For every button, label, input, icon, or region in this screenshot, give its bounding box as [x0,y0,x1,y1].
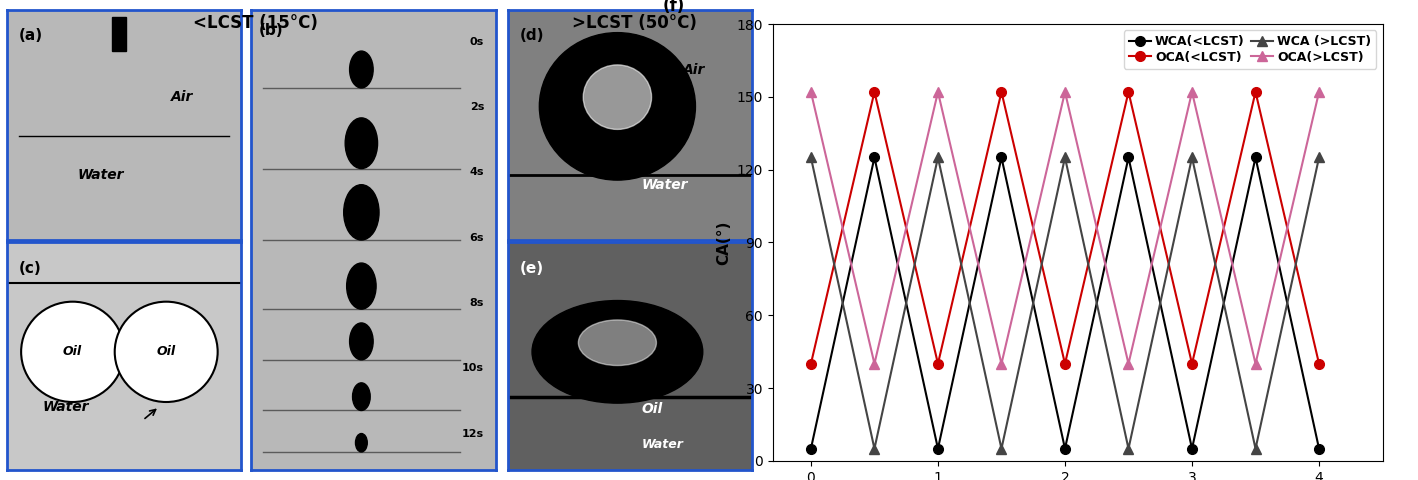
WCA(<LCST) [993,155,1010,160]
Ellipse shape [356,433,367,452]
WCA (>LCST) [1246,446,1263,452]
Text: 0s: 0s [469,37,484,47]
Text: Water: Water [43,399,89,414]
Circle shape [539,33,695,180]
WCA(<LCST) [929,446,946,452]
OCA(<LCST) [866,89,883,95]
OCA(<LCST) [1184,361,1201,367]
Text: (d): (d) [520,28,545,43]
WCA(<LCST) [1310,446,1327,452]
WCA (>LCST) [993,446,1010,452]
OCA(<LCST) [929,361,946,367]
Text: Water: Water [642,178,688,192]
WCA(<LCST) [803,446,820,452]
WCA(<LCST) [1184,446,1201,452]
Text: Air: Air [683,63,706,77]
Ellipse shape [350,323,373,360]
Text: Water: Water [642,438,683,451]
WCA (>LCST) [866,446,883,452]
WCA (>LCST) [1310,155,1327,160]
OCA(>LCST) [1246,361,1263,367]
OCA(<LCST) [1056,361,1073,367]
Line: WCA(<LCST): WCA(<LCST) [805,153,1324,454]
OCA(<LCST) [1120,89,1137,95]
OCA(<LCST) [1246,89,1263,95]
Text: (b): (b) [258,24,284,38]
Text: 8s: 8s [469,298,484,308]
Text: (a): (a) [18,28,43,43]
OCA(>LCST) [866,361,883,367]
OCA(>LCST) [1184,89,1201,95]
WCA(<LCST) [1246,155,1263,160]
WCA (>LCST) [1120,446,1137,452]
Ellipse shape [343,185,379,240]
Line: OCA(<LCST): OCA(<LCST) [805,87,1324,369]
Legend: WCA(<LCST), OCA(<LCST), WCA (>LCST), OCA(>LCST): WCA(<LCST), OCA(<LCST), WCA (>LCST), OCA… [1123,30,1377,69]
Text: Oil: Oil [642,402,664,417]
Ellipse shape [532,300,703,403]
WCA (>LCST) [1184,155,1201,160]
Circle shape [583,65,651,130]
OCA(<LCST) [803,361,820,367]
Text: >LCST (50°C): >LCST (50°C) [571,14,698,33]
OCA(<LCST) [1310,361,1327,367]
Y-axis label: CA(°): CA(°) [716,220,732,264]
WCA (>LCST) [1056,155,1073,160]
OCA(>LCST) [993,361,1010,367]
WCA(<LCST) [1056,446,1073,452]
OCA(<LCST) [993,89,1010,95]
Text: 12s: 12s [462,429,484,439]
WCA (>LCST) [803,155,820,160]
Text: 2s: 2s [469,102,484,112]
Ellipse shape [579,320,657,366]
OCA(>LCST) [1120,361,1137,367]
Circle shape [21,302,125,402]
Text: (f): (f) [664,0,685,15]
Text: 10s: 10s [462,363,484,373]
WCA(<LCST) [866,155,883,160]
Ellipse shape [346,263,376,309]
OCA(>LCST) [803,89,820,95]
Bar [112,16,126,51]
Text: 6s: 6s [469,233,484,243]
OCA(>LCST) [1056,89,1073,95]
Circle shape [115,302,218,402]
Text: <LCST (15°C): <LCST (15°C) [193,14,318,33]
Text: Oil: Oil [156,345,176,359]
Line: WCA (>LCST): WCA (>LCST) [805,153,1324,454]
WCA (>LCST) [929,155,946,160]
Text: (e): (e) [520,261,545,276]
OCA(>LCST) [1310,89,1327,95]
Text: Oil: Oil [62,345,82,359]
Text: 4s: 4s [469,168,484,178]
OCA(>LCST) [929,89,946,95]
WCA(<LCST) [1120,155,1137,160]
Line: OCA(>LCST): OCA(>LCST) [805,87,1324,369]
Ellipse shape [350,51,373,88]
Text: (c): (c) [18,261,41,276]
Text: Air: Air [170,90,193,104]
Ellipse shape [345,118,377,168]
Text: Water: Water [77,168,123,182]
Ellipse shape [353,383,370,410]
